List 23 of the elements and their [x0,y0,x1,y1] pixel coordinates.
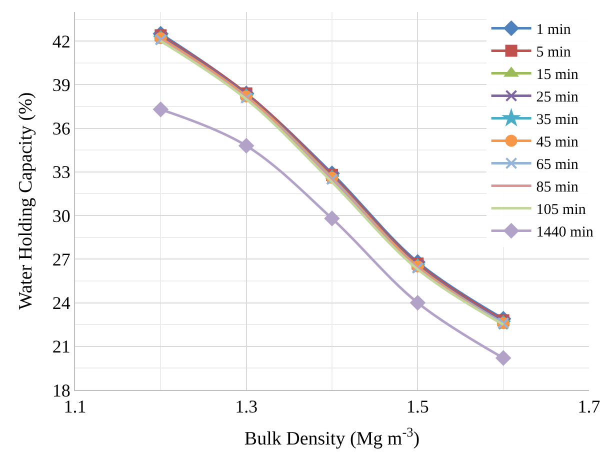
legend-label: 65 min [536,157,579,174]
legend-label: 45 min [536,134,579,151]
y-tick-label: 21 [52,336,70,357]
y-tick-label: 24 [52,293,70,314]
legend-label: 35 min [536,112,579,128]
x-tick-label: 1.7 [578,396,600,417]
y-tick-label: 27 [52,249,70,270]
y-tick-label: 36 [52,118,70,139]
x-tick-label: 1.5 [406,396,429,417]
y-tick-label: 30 [52,206,70,226]
y-axis-title: Water Holding Capacity (%) [15,92,36,310]
legend-label: 15 min [536,67,579,84]
y-tick-label: 39 [52,74,70,95]
legend-label: 1440 min [536,224,594,241]
legend-label: 5 min [536,44,572,61]
y-tick-label: 33 [52,162,70,182]
x-tick-label: 1.3 [235,396,258,417]
legend-label: 1 min [536,22,572,38]
legend-label: 25 min [536,90,579,106]
legend-label: 85 min [536,180,579,196]
legend-label: 105 min [536,202,586,218]
y-tick-label: 42 [52,31,70,52]
x-axis-title: Bulk Density (Mg m$^{-3}$) [244,424,420,450]
